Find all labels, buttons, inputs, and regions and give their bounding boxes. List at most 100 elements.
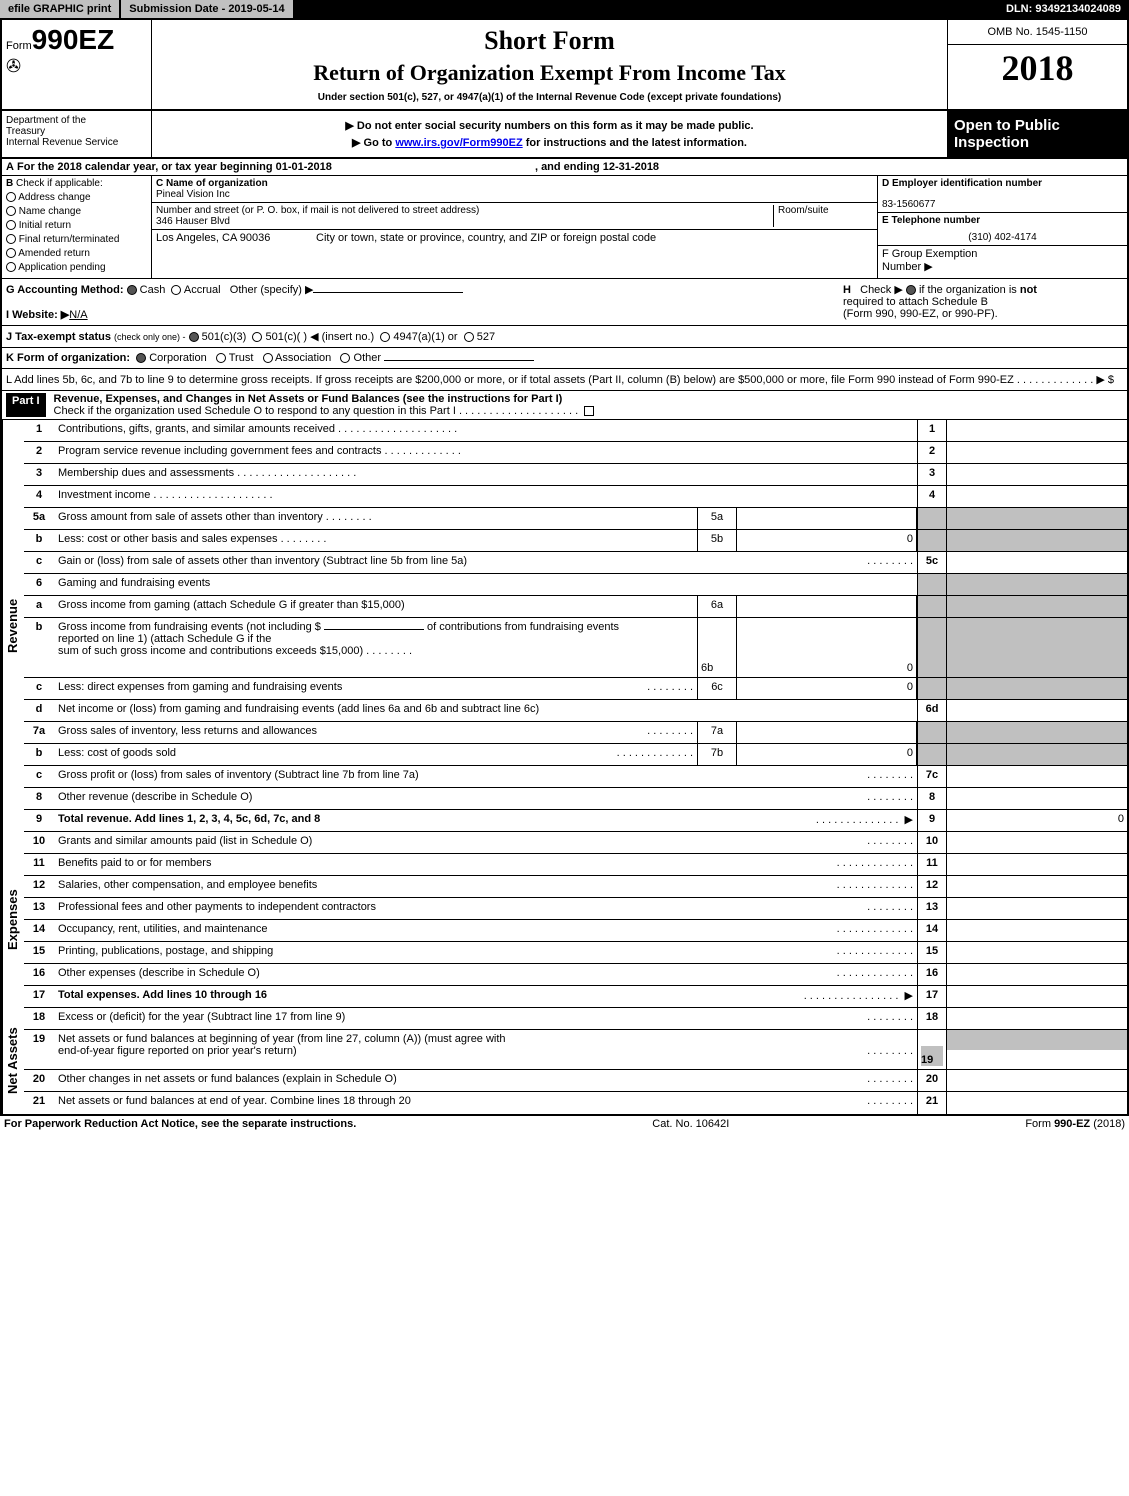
group-exemption-box: F Group Exemption Number ▶ — [878, 246, 1127, 275]
k-trust-radio[interactable] — [216, 353, 226, 363]
line-5c-rval[interactable] — [947, 552, 1127, 573]
line-2-rval[interactable] — [947, 442, 1127, 463]
name-change-checkbox[interactable] — [6, 206, 16, 216]
city-value: Los Angeles, CA 90036 — [156, 232, 316, 244]
part1-title: Revenue, Expenses, and Changes in Net As… — [54, 393, 563, 405]
ein-value: 83-1560677 — [882, 199, 1123, 210]
line-7c-rnum: 7c — [917, 766, 947, 787]
line-5a-ival[interactable] — [737, 508, 917, 529]
k-other-input[interactable] — [384, 360, 534, 361]
j-4947-radio[interactable] — [380, 332, 390, 342]
line-12: 12 Salaries, other compensation, and emp… — [24, 876, 1127, 898]
initial-return-checkbox[interactable] — [6, 220, 16, 230]
line-6b-amount-input[interactable] — [324, 629, 424, 630]
line-7a: 7a Gross sales of inventory, less return… — [24, 722, 1127, 744]
line-6b-rval — [947, 618, 1127, 677]
address-change-checkbox[interactable] — [6, 192, 16, 202]
line-10-rval[interactable] — [947, 832, 1127, 853]
k-corp-radio[interactable] — [136, 353, 146, 363]
irs-link[interactable]: www.irs.gov/Form990EZ — [395, 137, 522, 149]
line-19-rval[interactable] — [947, 1030, 1127, 1069]
form-prefix: Form — [6, 40, 32, 52]
line-7b-rnum — [917, 744, 947, 765]
line-15-rnum: 15 — [917, 942, 947, 963]
period-text1: For the 2018 calendar year, or tax year … — [17, 161, 332, 173]
line-6c-rval — [947, 678, 1127, 699]
line-6c-ival: 0 — [737, 678, 917, 699]
line-8-desc: Other revenue (describe in Schedule O) — [54, 788, 917, 809]
line-1-rval[interactable] — [947, 420, 1127, 441]
k-label: K Form of organization: — [6, 352, 130, 364]
line-3-rval[interactable] — [947, 464, 1127, 485]
line-20-rval[interactable] — [947, 1070, 1127, 1091]
line-6b-num: b — [24, 618, 54, 677]
line-16-desc: Other expenses (describe in Schedule O) — [54, 964, 917, 985]
part1-dots — [459, 405, 578, 417]
line-17-rval[interactable] — [947, 986, 1127, 1007]
line-6c-num: c — [24, 678, 54, 699]
application-pending-checkbox[interactable] — [6, 262, 16, 272]
expenses-body: 10 Grants and similar amounts paid (list… — [24, 832, 1127, 1008]
line-6a-num: a — [24, 596, 54, 617]
j-527-radio[interactable] — [464, 332, 474, 342]
efile-print-button[interactable]: efile GRAPHIC print — [0, 0, 121, 18]
short-form-title: Short Form — [158, 26, 941, 56]
line-11-rval[interactable] — [947, 854, 1127, 875]
check-column: B Check if applicable: Address change Na… — [2, 176, 152, 278]
f-label2: Number — [882, 261, 921, 273]
line-16-num: 16 — [24, 964, 54, 985]
l-arrow: ▶ $ — [1096, 374, 1114, 386]
line-21-rval[interactable] — [947, 1092, 1127, 1114]
final-return-checkbox[interactable] — [6, 234, 16, 244]
part1-schedule-o-checkbox[interactable] — [584, 406, 594, 416]
amended-return-checkbox[interactable] — [6, 248, 16, 258]
line-14-num: 14 — [24, 920, 54, 941]
other-label: Other (specify) ▶ — [230, 284, 314, 296]
line-6d-rval[interactable] — [947, 700, 1127, 721]
line-8-num: 8 — [24, 788, 54, 809]
line-19-rnum: 19 — [917, 1030, 947, 1069]
line-13-rval[interactable] — [947, 898, 1127, 919]
k-other-radio[interactable] — [340, 353, 350, 363]
line-5c-desc: Gain or (loss) from sale of assets other… — [54, 552, 917, 573]
line-15-rval[interactable] — [947, 942, 1127, 963]
line-2: 2 Program service revenue including gove… — [24, 442, 1127, 464]
footer-left: For Paperwork Reduction Act Notice, see … — [4, 1118, 356, 1130]
l-dots — [1017, 374, 1093, 386]
line-12-rval[interactable] — [947, 876, 1127, 897]
line-7b-ival: 0 — [737, 744, 917, 765]
dept-left: Department of the Treasury Internal Reve… — [2, 111, 152, 157]
j-row: J Tax-exempt status (check only one) - 5… — [2, 326, 1127, 348]
h-checkbox[interactable] — [906, 285, 916, 295]
line-7c-rval[interactable] — [947, 766, 1127, 787]
tax-year: 2018 — [948, 45, 1127, 91]
form-number: 990EZ — [32, 24, 115, 55]
k-corp: Corporation — [149, 352, 206, 364]
line-8-rval[interactable] — [947, 788, 1127, 809]
line-6c-inum: 6c — [697, 678, 737, 699]
line-7a-ival[interactable] — [737, 722, 917, 743]
line-4-rval[interactable] — [947, 486, 1127, 507]
line-14-rval[interactable] — [947, 920, 1127, 941]
line-14: 14 Occupancy, rent, utilities, and maint… — [24, 920, 1127, 942]
accrual-radio[interactable] — [171, 285, 181, 295]
notice-goto: ▶ Go to www.irs.gov/Form990EZ for instru… — [156, 136, 943, 149]
line-16-rval[interactable] — [947, 964, 1127, 985]
cash-label: Cash — [140, 284, 166, 296]
line-20: 20 Other changes in net assets or fund b… — [24, 1070, 1127, 1092]
line-18-rval[interactable] — [947, 1008, 1127, 1029]
line-6a-ival[interactable] — [737, 596, 917, 617]
f-arrow: ▶ — [924, 261, 932, 273]
line-11-desc: Benefits paid to or for members — [54, 854, 917, 875]
line-2-num: 2 — [24, 442, 54, 463]
cash-radio[interactable] — [127, 285, 137, 295]
line-6c: c Less: direct expenses from gaming and … — [24, 678, 1127, 700]
line-7b: b Less: cost of goods sold 7b 0 — [24, 744, 1127, 766]
under-section-text: Under section 501(c), 527, or 4947(a)(1)… — [158, 92, 941, 103]
k-assoc-radio[interactable] — [263, 353, 273, 363]
j-501c-radio[interactable] — [252, 332, 262, 342]
other-specify-input[interactable] — [313, 292, 463, 293]
j-501c3-radio[interactable] — [189, 332, 199, 342]
line-3: 3 Membership dues and assessments 3 — [24, 464, 1127, 486]
address-change-label: Address change — [18, 192, 90, 203]
